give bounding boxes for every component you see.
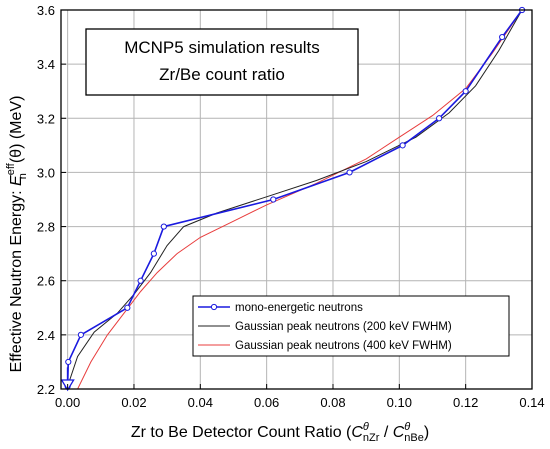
series-point — [160, 223, 167, 230]
y-axis-title-e: E — [8, 175, 25, 186]
series-line-1 — [66, 9, 523, 387]
x-axis-title: Zr to Be Detector Count Ratio (Cθ nZr / C… — [131, 421, 429, 444]
legend: mono-energetic neutrons Gaussian peak neu… — [192, 295, 510, 357]
series-point — [462, 88, 469, 95]
legend-label-2: Gaussian peak neutrons (200 keV FWHM) — [235, 321, 452, 333]
series-point — [77, 331, 85, 338]
y-tick-label: 3.6 — [37, 3, 55, 18]
series-point — [137, 277, 144, 284]
y-axis-title-sub: n — [17, 173, 29, 179]
series-point — [150, 250, 157, 257]
x-axis-title-c2-sub: nBe — [404, 432, 424, 444]
y-axis-title-sup: eff — [5, 162, 17, 175]
legend-label-3: Gaussian peak neutrons (400 keV FWHM) — [235, 340, 452, 352]
series-point — [346, 169, 353, 176]
y-tick-label: 2.6 — [37, 274, 55, 289]
y-axis-title-theta: (θ) (MeV) — [8, 96, 25, 164]
y-tick-label: 3.0 — [37, 165, 55, 180]
x-axis-title-c1: C — [351, 424, 363, 441]
series-point — [499, 33, 506, 41]
x-tick-label: 0.10 — [387, 395, 412, 410]
y-tick-label: 3.2 — [37, 111, 55, 126]
x-tick-label: 0.06 — [254, 395, 279, 410]
x-axis-title-c1-sub: nZr — [363, 432, 380, 444]
inset-title-box: MCNP5 simulation results Zr/Be count rat… — [85, 28, 359, 96]
legend-frame — [192, 295, 510, 357]
x-tick-label: 0.12 — [453, 395, 478, 410]
x-axis-title-slash: / — [379, 424, 392, 441]
x-tick-label: 0.14 — [519, 395, 544, 410]
x-axis-title-c1-sup: θ — [363, 421, 369, 433]
legend-marker — [210, 303, 218, 311]
legend-label-1: mono-energetic neutrons — [235, 302, 363, 314]
y-tick-label: 3.4 — [37, 57, 55, 72]
inset-title-line-1: MCNP5 simulation results — [124, 38, 320, 57]
x-axis-title-c2: C — [393, 424, 405, 441]
series-point — [399, 142, 406, 149]
ticks: 0.00 0.02 0.04 0.06 0.08 0.10 0.12 0.14 2.2 2.4 2.… — [37, 3, 545, 410]
y-tick-label: 2.4 — [37, 328, 55, 343]
series-point — [436, 115, 443, 122]
series-layer — [60, 6, 526, 392]
y-axis-title-text: Effective Neutron Energy: — [8, 186, 25, 372]
y-tick-label: 2.2 — [37, 382, 55, 397]
y-axis-title: Effective Neutron Energy: Eeffn (θ) (MeV) — [5, 96, 29, 373]
x-axis-title-text: Zr to Be Detector Count Ratio ( — [131, 424, 352, 441]
plot-frame — [60, 9, 533, 390]
series-point — [124, 304, 131, 311]
x-tick-label: 0.04 — [188, 395, 213, 410]
series-point — [65, 358, 72, 366]
x-axis-title-c2-sup: θ — [404, 421, 410, 433]
inset-frame — [85, 28, 359, 96]
series-point — [270, 196, 277, 203]
x-tick-label: 0.08 — [320, 395, 345, 410]
x-tick-label: 0.02 — [121, 395, 146, 410]
x-axis-title-close: ) — [424, 424, 429, 441]
series-line-3 — [77, 9, 523, 390]
inset-title-line-2: Zr/Be count ratio — [159, 65, 285, 84]
y-tick-label: 2.8 — [37, 220, 55, 235]
x-tick-label: 0.00 — [55, 395, 80, 410]
